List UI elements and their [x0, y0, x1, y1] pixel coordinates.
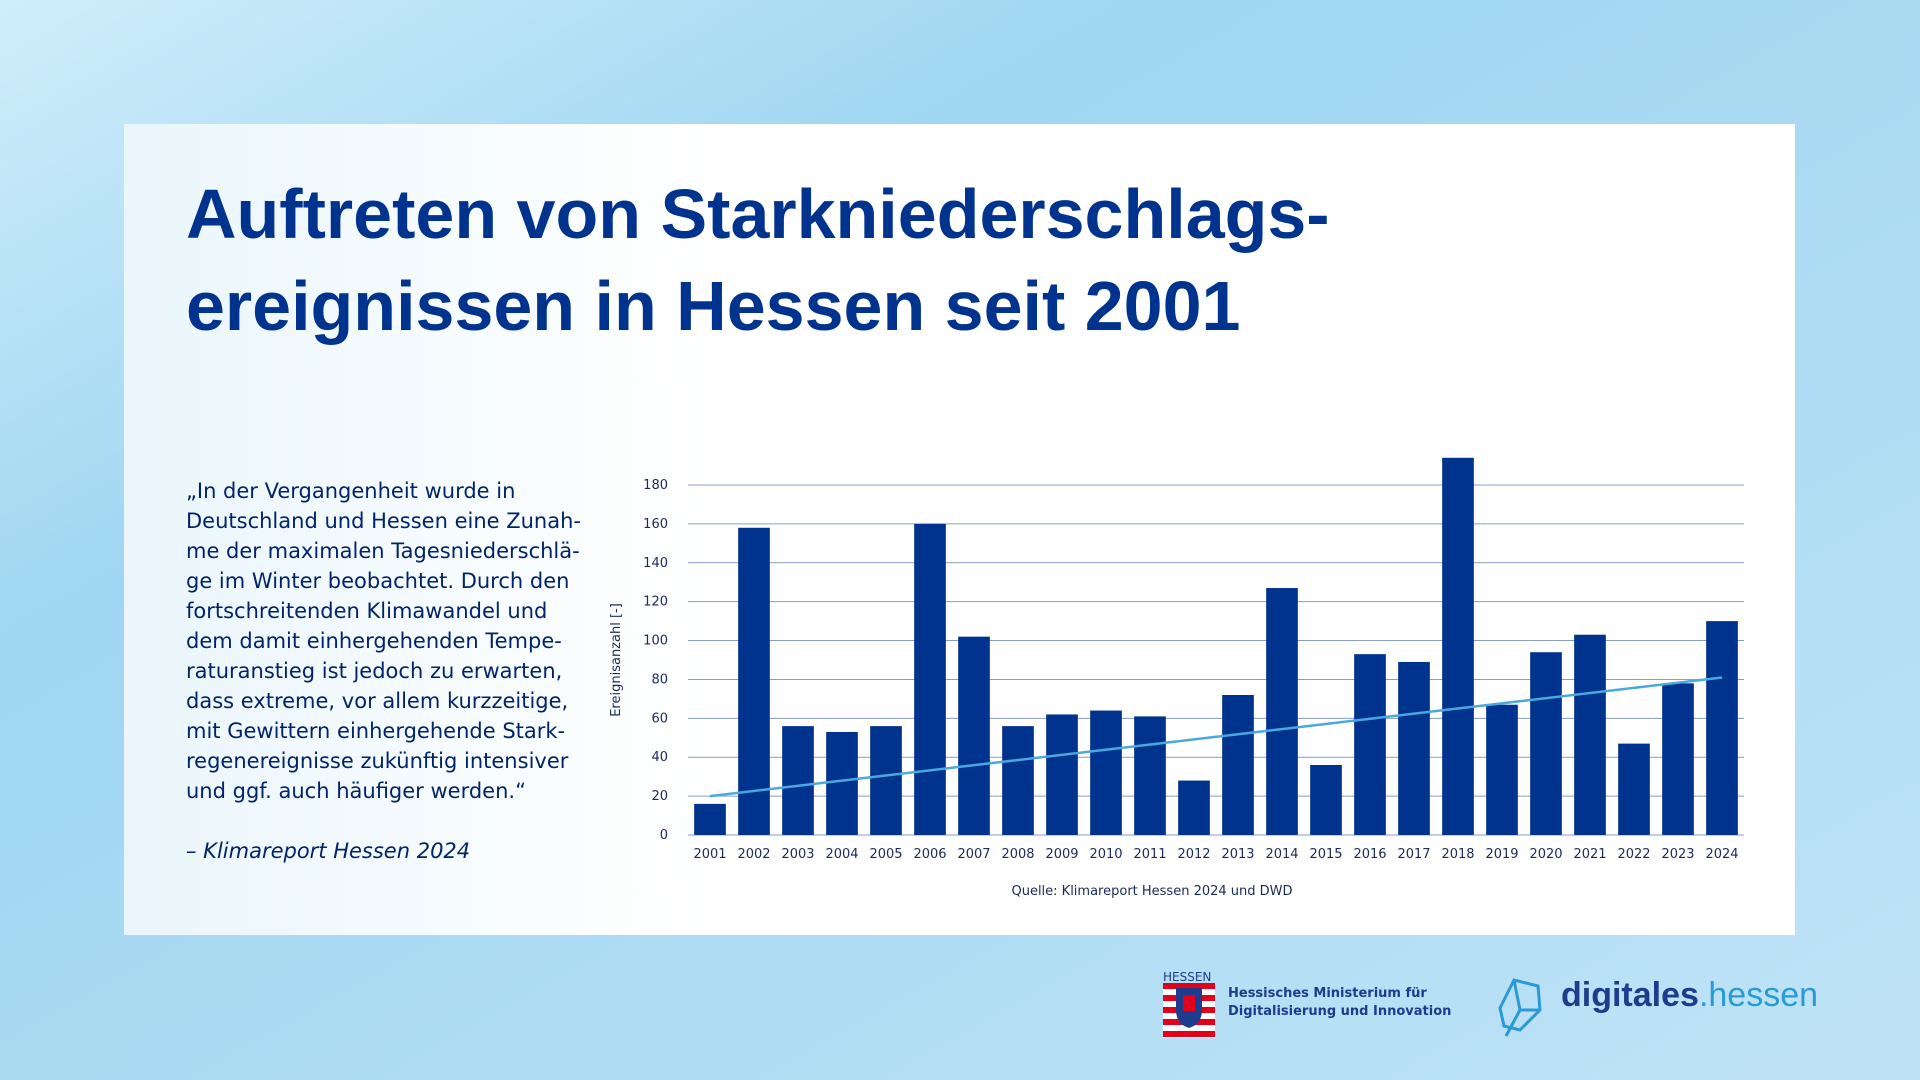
brand-suffix: .hessen — [1699, 976, 1818, 1014]
bar — [826, 731, 858, 835]
y-tick-label: 160 — [643, 517, 668, 532]
bar — [1046, 714, 1078, 835]
x-tick-label: 2021 — [1573, 847, 1606, 862]
trendline — [709, 676, 1723, 798]
x-tick-label: 2010 — [1089, 847, 1122, 862]
quote-line: regenereignisse zukünftig intensiver — [186, 749, 569, 773]
bar — [782, 726, 814, 835]
x-tick-label: 2002 — [737, 847, 770, 862]
x-tick-label: 2012 — [1177, 847, 1210, 862]
x-tick-label: 2017 — [1397, 847, 1430, 862]
x-tick-label: 2007 — [957, 847, 990, 862]
x-tick-label: 2003 — [781, 847, 814, 862]
x-tick-label: 2004 — [825, 847, 858, 862]
state-label: HESSEN — [1163, 970, 1211, 984]
y-tick-label: 180 — [643, 478, 668, 493]
bar — [1266, 588, 1298, 835]
bar — [1090, 710, 1122, 835]
x-tick-label: 2019 — [1485, 847, 1518, 862]
bar — [870, 726, 902, 835]
x-tick-label: 2016 — [1353, 847, 1386, 862]
x-tick-label: 2014 — [1265, 847, 1298, 862]
title: Auftreten von Starkniederschlags- — [186, 175, 1330, 253]
bar — [1310, 765, 1342, 835]
bar — [738, 527, 770, 835]
quote-line: fortschreitenden Klimawandel und — [186, 599, 547, 623]
x-tick-label: 2024 — [1705, 847, 1738, 862]
title: ereignissen in Hessen seit 2001 — [186, 267, 1240, 345]
y-tick-label: 0 — [660, 828, 668, 843]
brand-icon — [1498, 978, 1542, 1037]
quote-line: Deutschland und Hessen eine Zunah- — [186, 509, 581, 533]
quote-line: dass extreme, vor allem kurzzeitige, — [186, 689, 568, 713]
bar — [1486, 704, 1518, 835]
x-tick-label: 2008 — [1001, 847, 1034, 862]
x-tick-label: 2011 — [1133, 847, 1166, 862]
bar — [1530, 652, 1562, 835]
bar — [1002, 726, 1034, 835]
bar — [1354, 654, 1386, 835]
bar — [1398, 661, 1430, 835]
x-tick-label: 2006 — [913, 847, 946, 862]
bar — [1706, 621, 1738, 835]
source: Quelle: Klimareport Hessen 2024 und DWD — [1011, 884, 1292, 899]
y-tick-label: 60 — [651, 711, 668, 726]
x-tick-label: 2001 — [693, 847, 726, 862]
x-tick-label: 2013 — [1221, 847, 1254, 862]
y-tick-label: 100 — [643, 634, 668, 649]
bar — [1574, 634, 1606, 835]
brand: digitales.hessen — [1561, 976, 1818, 1014]
y-tick-label: 20 — [651, 789, 668, 804]
y-tick-label: 40 — [651, 750, 668, 765]
quote-line: me der maximalen Tagesniederschlä- — [186, 539, 580, 563]
bar — [694, 803, 726, 835]
ministry: Hessisches Ministerium für — [1228, 986, 1427, 1001]
quote-line: ge im Winter beobachtet. Durch den — [186, 569, 569, 593]
bar — [1618, 743, 1650, 835]
x-tick-label: 2020 — [1529, 847, 1562, 862]
x-tick-label: 2022 — [1617, 847, 1650, 862]
quote-line: mit Gewittern einhergehende Stark- — [186, 719, 565, 743]
bar — [1442, 457, 1474, 835]
quote-source: – Klimareport Hessen 2024 — [186, 839, 470, 863]
x-tick-label: 2005 — [869, 847, 902, 862]
bar — [1134, 716, 1166, 835]
quote-line: „In der Vergangenheit wurde in — [186, 479, 515, 503]
x-tick-label: 2009 — [1045, 847, 1078, 862]
ministry: Digitalisierung und Innovation — [1228, 1004, 1451, 1019]
bar — [914, 523, 946, 835]
y-tick-label: 120 — [643, 595, 668, 610]
bar — [1662, 683, 1694, 835]
y-tick-label: 140 — [643, 556, 668, 571]
coat-of-arms — [1163, 983, 1215, 1038]
quote-line: raturanstieg ist jedoch zu erwarten, — [186, 659, 562, 683]
x-tick-label: 2023 — [1661, 847, 1694, 862]
quote-line: und ggf. auch häufiger werden.“ — [186, 779, 526, 803]
x-tick-label: 2015 — [1309, 847, 1342, 862]
brand-main: digitales — [1561, 976, 1699, 1014]
x-tick-label: 2018 — [1441, 847, 1474, 862]
y-tick-label: 80 — [651, 672, 668, 687]
quote-line: dem damit einhergehenden Tempe- — [186, 629, 562, 653]
bar — [958, 636, 990, 835]
bar — [1178, 780, 1210, 835]
bar — [1222, 695, 1254, 835]
y-axis-label: Ereignisanzahl [-] — [609, 603, 624, 717]
